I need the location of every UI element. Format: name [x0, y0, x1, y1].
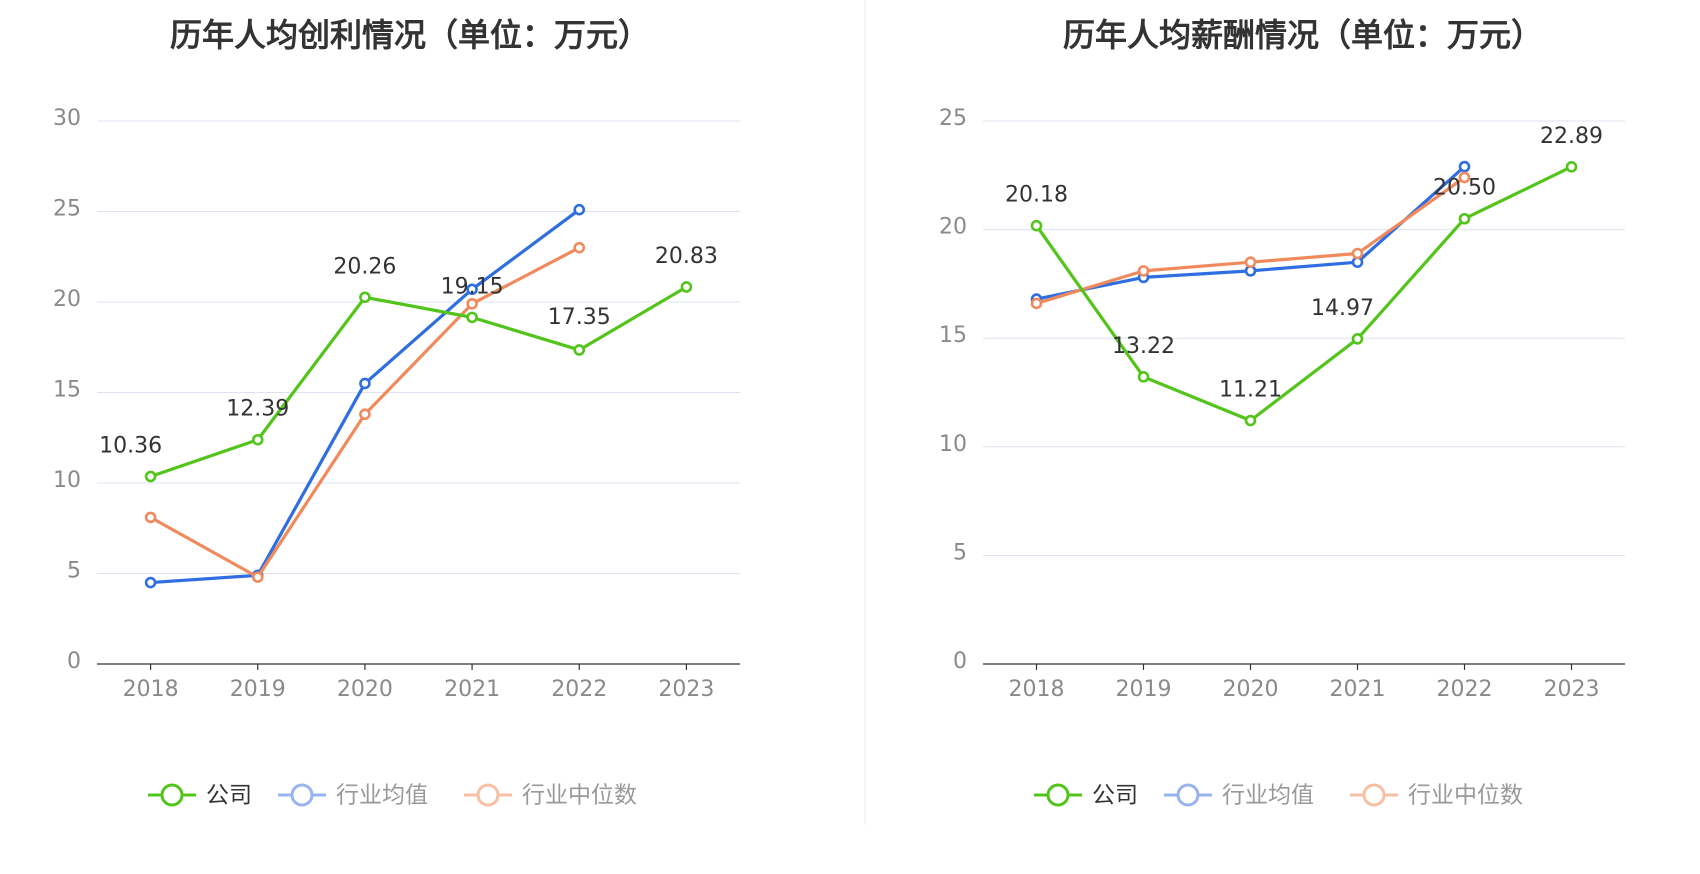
legend-item-行业中位数[interactable]: 行业中位数	[464, 783, 637, 809]
data-point	[1458, 160, 1471, 173]
data-point	[1137, 265, 1150, 277]
x-tick-label: 2020	[337, 677, 393, 702]
y-tick-label: 15	[53, 378, 81, 403]
y-tick-label: 25	[939, 106, 967, 131]
data-label: 14.97	[1311, 296, 1374, 321]
legend-label: 行业中位数	[522, 783, 637, 809]
chart-2: 历年人均薪酬情况（单位：万元） 0 5 10 15 20 25 2018 2019 2020 202…	[939, 16, 1625, 809]
y-tick-label: 20	[53, 287, 81, 312]
data-label: 13.22	[1112, 334, 1175, 359]
legend-item-公司[interactable]: 公司	[148, 783, 252, 809]
legend-marker	[290, 783, 314, 807]
legend-marker	[1176, 783, 1200, 807]
y-tick-label: 20	[939, 215, 967, 240]
data-point	[359, 377, 371, 390]
data-point	[359, 408, 371, 421]
x-tick-label: 2018	[1009, 677, 1065, 702]
x-tick-label: 2022	[551, 677, 607, 702]
data-point	[573, 241, 586, 254]
data-point	[1244, 256, 1257, 268]
data-label: 19.15	[441, 274, 504, 299]
data-label: 11.21	[1219, 378, 1282, 403]
data-point	[1565, 161, 1578, 173]
data-point	[1244, 414, 1257, 427]
data-point	[1458, 171, 1471, 184]
y-tick-label: 15	[939, 323, 967, 348]
data-point	[573, 203, 586, 216]
data-point	[573, 344, 586, 356]
series-line-行业中位数	[1034, 175, 1467, 306]
chart-title: 历年人均创利情况（单位：万元）	[170, 16, 650, 54]
data-point	[1351, 247, 1364, 260]
data-point	[144, 511, 157, 524]
data-label: 12.39	[226, 397, 289, 422]
data-point	[466, 283, 478, 296]
y-tick-label: 10	[939, 432, 967, 457]
data-point	[144, 576, 157, 589]
data-label: 22.89	[1540, 124, 1603, 149]
legend-item-行业均值[interactable]: 行业均值	[278, 783, 428, 809]
data-point	[251, 571, 264, 583]
x-tick-label: 2020	[1223, 677, 1279, 702]
y-tick-label: 30	[53, 106, 81, 131]
legend-marker	[476, 783, 500, 807]
data-point	[1030, 297, 1043, 310]
legend-label: 公司	[1092, 783, 1138, 809]
y-tick-label: 0	[67, 649, 81, 674]
data-point	[680, 281, 693, 293]
data-point	[1137, 371, 1150, 383]
data-label: 17.35	[548, 305, 611, 330]
data-point	[1458, 212, 1471, 225]
legend-item-公司[interactable]: 公司	[1034, 783, 1138, 809]
y-tick-label: 0	[953, 649, 967, 674]
data-label: 20.26	[333, 254, 396, 279]
legend-label: 行业中位数	[1408, 783, 1523, 809]
data-point	[251, 433, 264, 446]
x-tick-label: 2023	[658, 677, 714, 702]
x-tick-label: 2021	[444, 677, 500, 702]
y-tick-label: 25	[53, 197, 81, 222]
x-tick-label: 2018	[123, 677, 179, 702]
data-point	[1351, 333, 1364, 345]
y-tick-label: 5	[67, 559, 81, 584]
legend-marker	[1046, 783, 1070, 807]
data-label: 20.50	[1433, 176, 1496, 201]
data-point	[1030, 219, 1043, 232]
data-point	[466, 311, 478, 324]
x-tick-label: 2019	[230, 677, 286, 702]
legend-item-行业中位数[interactable]: 行业中位数	[1350, 783, 1523, 809]
x-tick-label: 2021	[1330, 677, 1386, 702]
data-label: 20.83	[655, 244, 718, 269]
series-line-行业均值	[1034, 165, 1467, 301]
y-tick-label: 10	[53, 468, 81, 493]
series-line-公司	[148, 285, 689, 479]
legend-item-行业均值[interactable]: 行业均值	[1164, 783, 1314, 809]
data-point	[359, 291, 371, 304]
x-tick-label: 2022	[1437, 677, 1493, 702]
y-tick-label: 5	[953, 540, 967, 565]
chart-title: 历年人均薪酬情况（单位：万元）	[1063, 16, 1543, 54]
legend-label: 行业均值	[1222, 783, 1314, 809]
data-label: 10.36	[99, 433, 162, 458]
legend-marker	[160, 783, 184, 807]
series-line-公司	[1034, 165, 1574, 423]
chart-1: 历年人均创利情况（单位：万元） 0 5 10 15 20 25 30 2018 2019 2020 2…	[53, 16, 740, 809]
legend-label: 行业均值	[336, 783, 428, 809]
legend-label: 公司	[206, 783, 252, 809]
data-label: 20.18	[1005, 183, 1068, 208]
x-tick-label: 2019	[1116, 677, 1172, 702]
data-point	[466, 298, 478, 310]
data-point	[144, 470, 157, 483]
legend-marker	[1362, 783, 1386, 807]
x-tick-label: 2023	[1544, 677, 1600, 702]
